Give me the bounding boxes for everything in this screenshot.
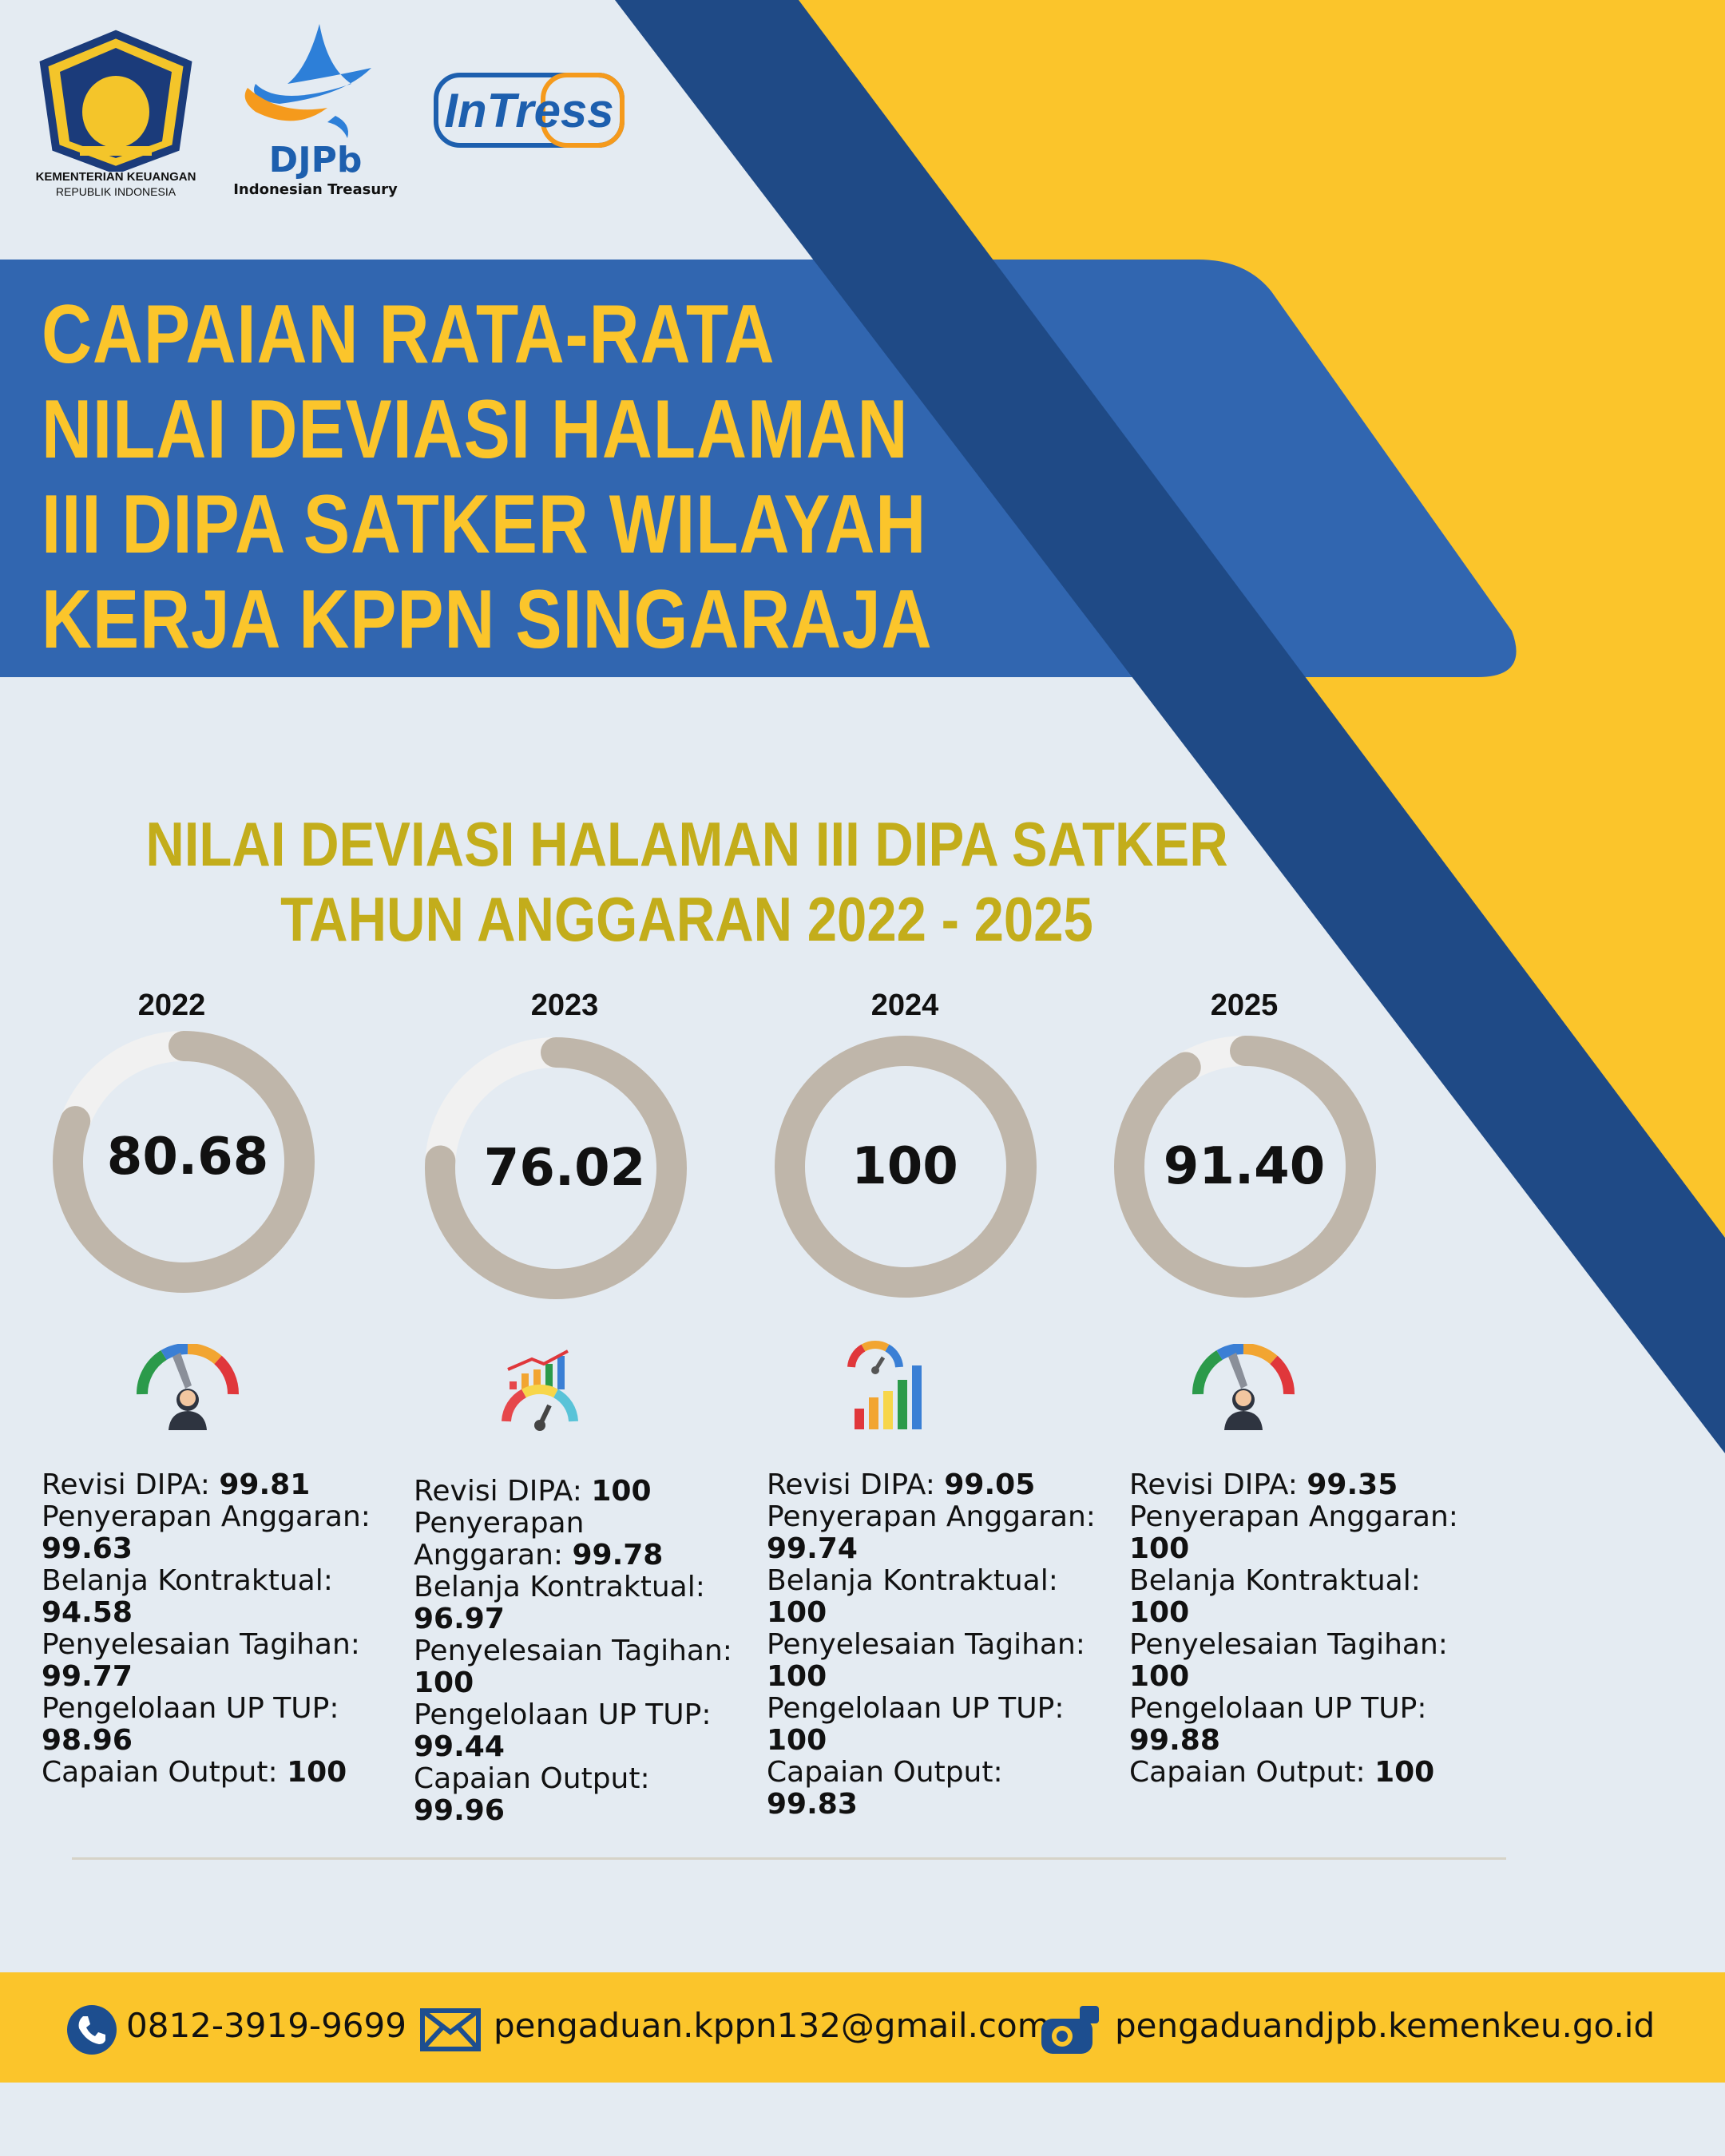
stat-label-capaian-output: Capaian Output: (767, 1756, 1003, 1789)
stat-label-tagihan: Penyelesaian Tagihan: (1129, 1628, 1448, 1661)
title-line: CAPAIAN RATA-RATA (42, 288, 775, 381)
djpb-swirl-icon (244, 24, 371, 138)
djpb-logo: DJPb Indonesian Treasury (232, 20, 399, 204)
stat-line-anggaran: Anggaran: 99.78 (414, 1539, 664, 1571)
stat-label-tagihan: Penyelesaian Tagihan: (767, 1628, 1085, 1661)
stat-label-tagihan: Penyelesaian Tagihan: (414, 1635, 732, 1667)
stat-label-capaian-output: Capaian Output: (414, 1762, 650, 1795)
phone-number[interactable]: 0812-3919-9699 (126, 2006, 406, 2045)
details-2025: Revisi DIPA: 99.35 Penyerapan Anggaran: … (1129, 1469, 1481, 1789)
year-label-2022: 2022 (137, 989, 206, 1022)
gauge-person-icon (136, 1344, 240, 1430)
stat-line-capaian-output: Capaian Output: 100 (1129, 1756, 1435, 1789)
stat-value-belanja: 96.97 (414, 1603, 505, 1635)
intress-wordmark: InTress (444, 84, 614, 137)
title-line: III DIPA SATKER WILAYAH (42, 478, 927, 571)
intress-frame-icon (434, 73, 625, 148)
stat-value-belanja: 100 (767, 1596, 827, 1629)
stat-label-belanja: Belanja Kontraktual: (42, 1564, 333, 1597)
stat-label-belanja: Belanja Kontraktual: (414, 1571, 705, 1603)
stat-value-penyerapan: 99.63 (42, 1532, 133, 1565)
donut-arc-2025 (1114, 1036, 1376, 1298)
donut-value-2024: 100 (851, 1137, 958, 1196)
stat-line-revisi-dipa: Revisi DIPA: 99.81 (42, 1468, 311, 1501)
stat-value-penyerapan: 99.74 (767, 1532, 858, 1565)
subtitle-line: TAHUN ANGGARAN 2022 - 2025 (280, 884, 1093, 954)
gauge-person-icon (1192, 1344, 1295, 1430)
stat-value-tagihan: 100 (767, 1660, 827, 1693)
details-2023: Revisi DIPA: 100 Penyerapan Anggaran: 99… (414, 1476, 749, 1827)
stat-value-tagihan: 100 (1129, 1660, 1190, 1693)
contact-footer (0, 1972, 1725, 2083)
stat-value-penyerapan: 100 (1129, 1532, 1190, 1565)
main-title: CAPAIAN RATA-RATA NILAI DEVIASI HALAMAN … (42, 287, 932, 668)
stat-label-belanja: Belanja Kontraktual: (1129, 1564, 1421, 1597)
stat-value-tagihan: 99.77 (42, 1660, 133, 1693)
stat-label-tagihan: Penyelesaian Tagihan: (42, 1628, 360, 1661)
stat-label-penyerapan: Penyerapan (414, 1507, 585, 1540)
stat-value-belanja: 94.58 (42, 1596, 133, 1629)
donut-arc-2022 (53, 1031, 315, 1293)
growth-chart-gauge-icon (502, 1349, 578, 1431)
chart-subtitle: NILAI DEVIASI HALAMAN III DIPA SATKER TA… (96, 807, 1277, 957)
kemenkeu-emblem-icon (39, 30, 192, 175)
intress-logo: InTress (431, 70, 627, 150)
gauge-bar-chart-icon (847, 1341, 922, 1429)
stat-label-penyerapan: Penyerapan Anggaran: (1129, 1500, 1458, 1533)
details-2024: Revisi DIPA: 99.05 Penyerapan Anggaran: … (767, 1469, 1118, 1821)
stat-value-up-tup: 100 (767, 1724, 827, 1757)
stat-value-capaian-output: 99.83 (767, 1788, 858, 1821)
donut-arc-2023 (425, 1037, 687, 1299)
djpb-subtitle: Indonesian Treasury (233, 181, 398, 198)
kemenkeu-country: REPUBLIK INDONESIA (55, 185, 176, 198)
donut-value-2022: 80.68 (106, 1128, 269, 1187)
subtitle-line: NILAI DEVIASI HALAMAN III DIPA SATKER (145, 809, 1228, 879)
phone-icon (67, 2005, 117, 2055)
stat-value-up-tup: 98.96 (42, 1724, 133, 1757)
stat-label-up-tup: Pengelolaan UP TUP: (1129, 1692, 1427, 1725)
donut-arc-2024 (775, 1036, 1037, 1298)
stat-label-up-tup: Pengelolaan UP TUP: (42, 1692, 339, 1725)
details-2022: Revisi DIPA: 99.81 Penyerapan Anggaran: … (42, 1469, 393, 1789)
stat-value-belanja: 100 (1129, 1596, 1190, 1629)
stat-label-up-tup: Pengelolaan UP TUP: (414, 1698, 712, 1731)
stat-value-up-tup: 99.88 (1129, 1724, 1220, 1757)
stat-line-revisi-dipa: Revisi DIPA: 99.05 (767, 1468, 1036, 1501)
djpb-name: DJPb (268, 140, 363, 180)
kemenkeu-logo: KEMENTERIAN KEUANGAN REPUBLIK INDONESIA (24, 28, 208, 204)
title-line: KERJA KPPN SINGARAJA (42, 573, 933, 666)
year-label-2023: 2023 (530, 989, 599, 1022)
donut-value-2023: 76.02 (483, 1139, 646, 1198)
stat-line-revisi-dipa: Revisi DIPA: 99.35 (1129, 1468, 1398, 1501)
stat-line-revisi-dipa: Revisi DIPA: 100 (414, 1475, 652, 1508)
stat-label-belanja: Belanja Kontraktual: (767, 1564, 1058, 1597)
donut-value-2025: 91.40 (1163, 1137, 1326, 1196)
diagonal-stripe (615, 0, 1725, 1453)
stat-value-tagihan: 100 (414, 1667, 474, 1699)
email-address[interactable]: pengaduan.kppn132@gmail.com (494, 2006, 1050, 2045)
stat-label-up-tup: Pengelolaan UP TUP: (767, 1692, 1065, 1725)
stat-line-capaian-output: Capaian Output: 100 (42, 1756, 347, 1789)
stat-value-capaian-output: 99.96 (414, 1794, 505, 1827)
donut-charts (53, 1031, 1376, 1299)
section-divider (72, 1857, 1506, 1860)
year-label-2025: 2025 (1210, 989, 1279, 1022)
kemenkeu-name: KEMENTERIAN KEUANGAN (35, 170, 196, 184)
website-link[interactable]: pengaduandjpb.kemenkeu.go.id (1115, 2006, 1656, 2045)
stat-label-penyerapan: Penyerapan Anggaran: (42, 1500, 371, 1533)
stat-label-penyerapan: Penyerapan Anggaran: (767, 1500, 1096, 1533)
mail-icon (420, 2008, 481, 2051)
title-line: NILAI DEVIASI HALAMAN (42, 383, 909, 476)
web-camera-icon (1041, 2006, 1099, 2054)
year-label-2024: 2024 (870, 989, 939, 1022)
stat-value-up-tup: 99.44 (414, 1730, 505, 1763)
